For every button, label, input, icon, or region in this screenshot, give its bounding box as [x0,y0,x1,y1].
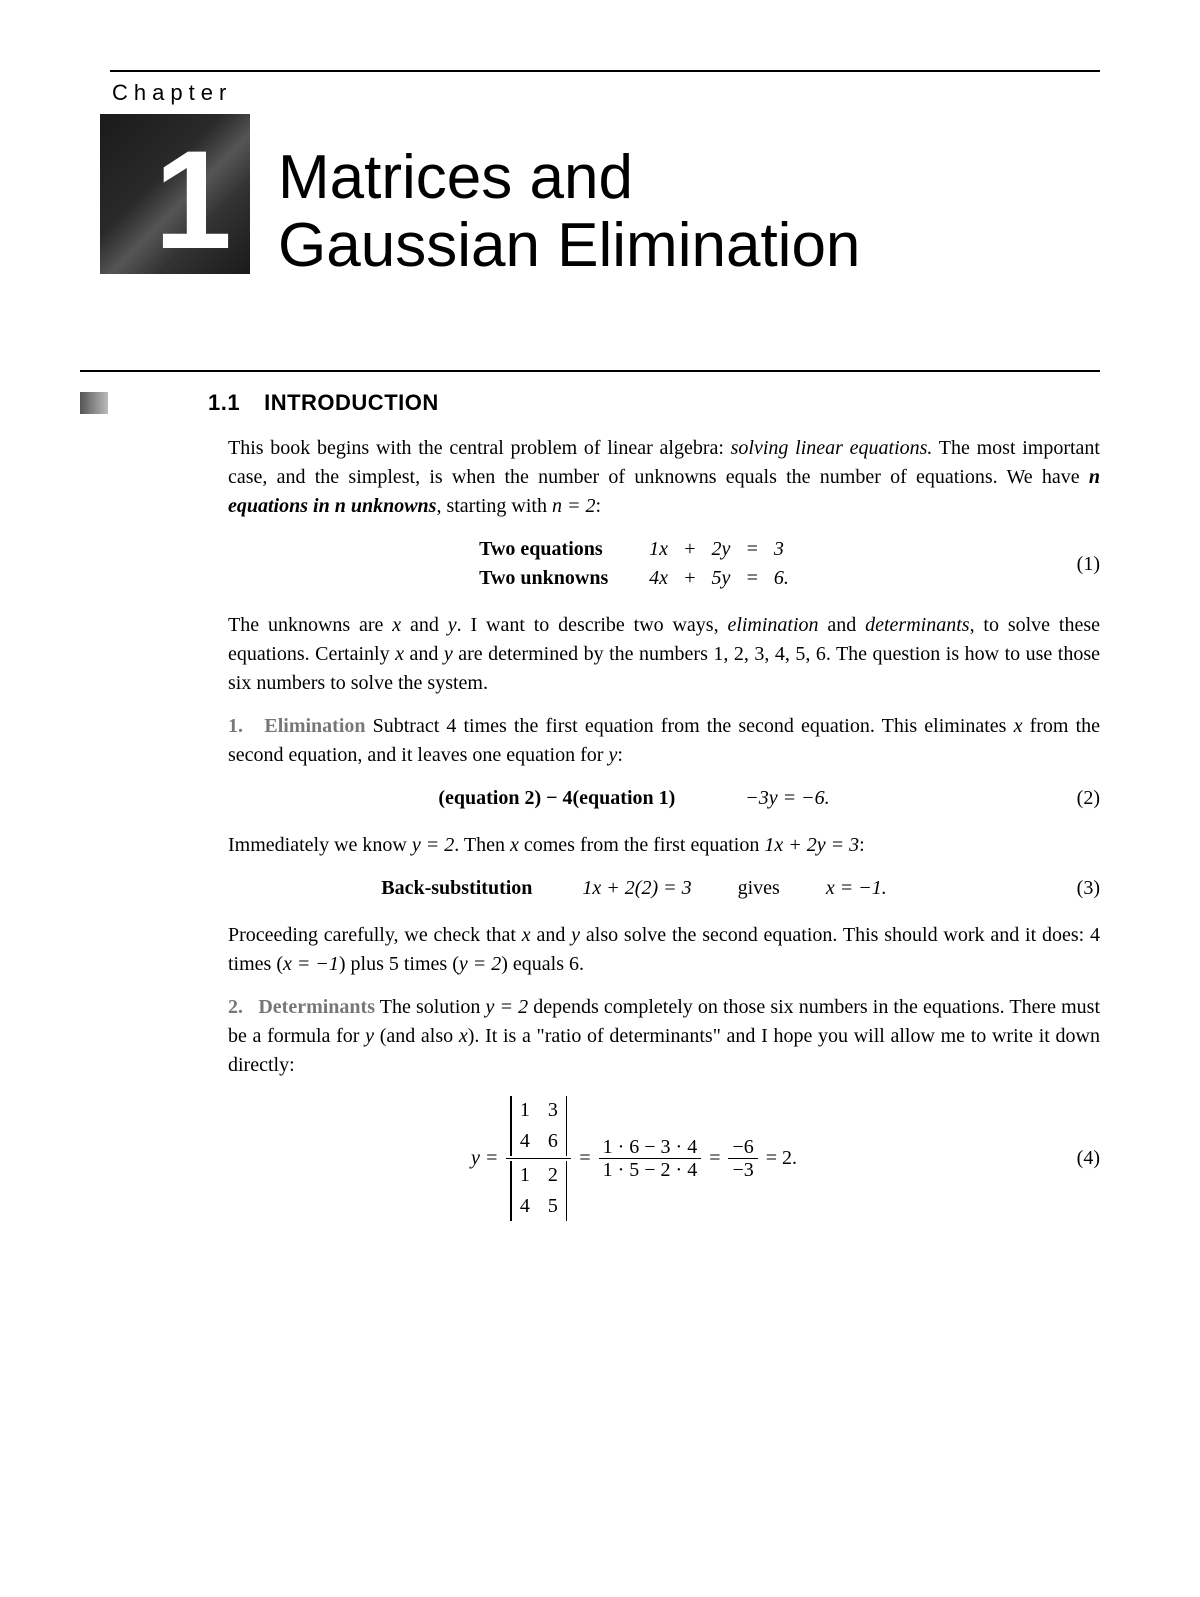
equation-number-2: (2) [1040,784,1100,813]
paragraph-unknowns: The unknowns are x and y. I want to desc… [228,611,1100,698]
equation-number-4: (4) [1040,1144,1100,1173]
paragraph-y2: Immediately we know y = 2. Then x comes … [228,831,1100,860]
section-title-text: INTRODUCTION [264,390,439,415]
chapter-header: 1 Matrices and Gaussian Elimination [100,114,1100,280]
section-heading: 1.1 INTRODUCTION [100,390,1100,416]
equation-2: (equation 2) − 4(equation 1) −3y = −6. (… [228,784,1100,813]
chapter-label: Chapter [112,80,1100,106]
section-marker-icon [80,392,108,414]
chapter-title: Matrices and Gaussian Elimination [278,114,860,280]
determinant-fraction: 13 46 12 45 [506,1094,571,1223]
top-rule [110,70,1100,72]
chapter-title-line-2: Gaussian Elimination [278,212,860,280]
equation-number-3: (3) [1040,874,1100,903]
body-content: This book begins with the central proble… [228,434,1100,1223]
equation-3: Back-substitution 1x + 2(2) = 3 gives x … [228,874,1100,903]
paragraph-check: Proceeding carefully, we check that x an… [228,921,1100,979]
equation-4: y = 13 46 12 45 = 1 · 6 − 3 [228,1094,1100,1223]
item-determinants: 2. Determinants The solution y = 2 depen… [228,993,1100,1080]
chapter-number: 1 [154,130,232,270]
item-elimination: 1. Elimination Subtract 4 times the firs… [228,712,1100,770]
equation-1: Two equations 1x + 2y = 3 Two unknowns 4… [228,535,1100,593]
intro-paragraph: This book begins with the central proble… [228,434,1100,521]
chapter-number-box: 1 [100,114,250,274]
chapter-title-line-1: Matrices and [278,144,860,212]
numeric-fraction: −6 −3 [728,1136,757,1181]
section-number: 1.1 [208,390,240,415]
equation-number-1: (1) [1040,550,1100,579]
expanded-fraction: 1 · 6 − 3 · 4 1 · 5 − 2 · 4 [599,1136,702,1181]
section-title: 1.1 INTRODUCTION [208,390,439,416]
section-rule [80,370,1100,372]
